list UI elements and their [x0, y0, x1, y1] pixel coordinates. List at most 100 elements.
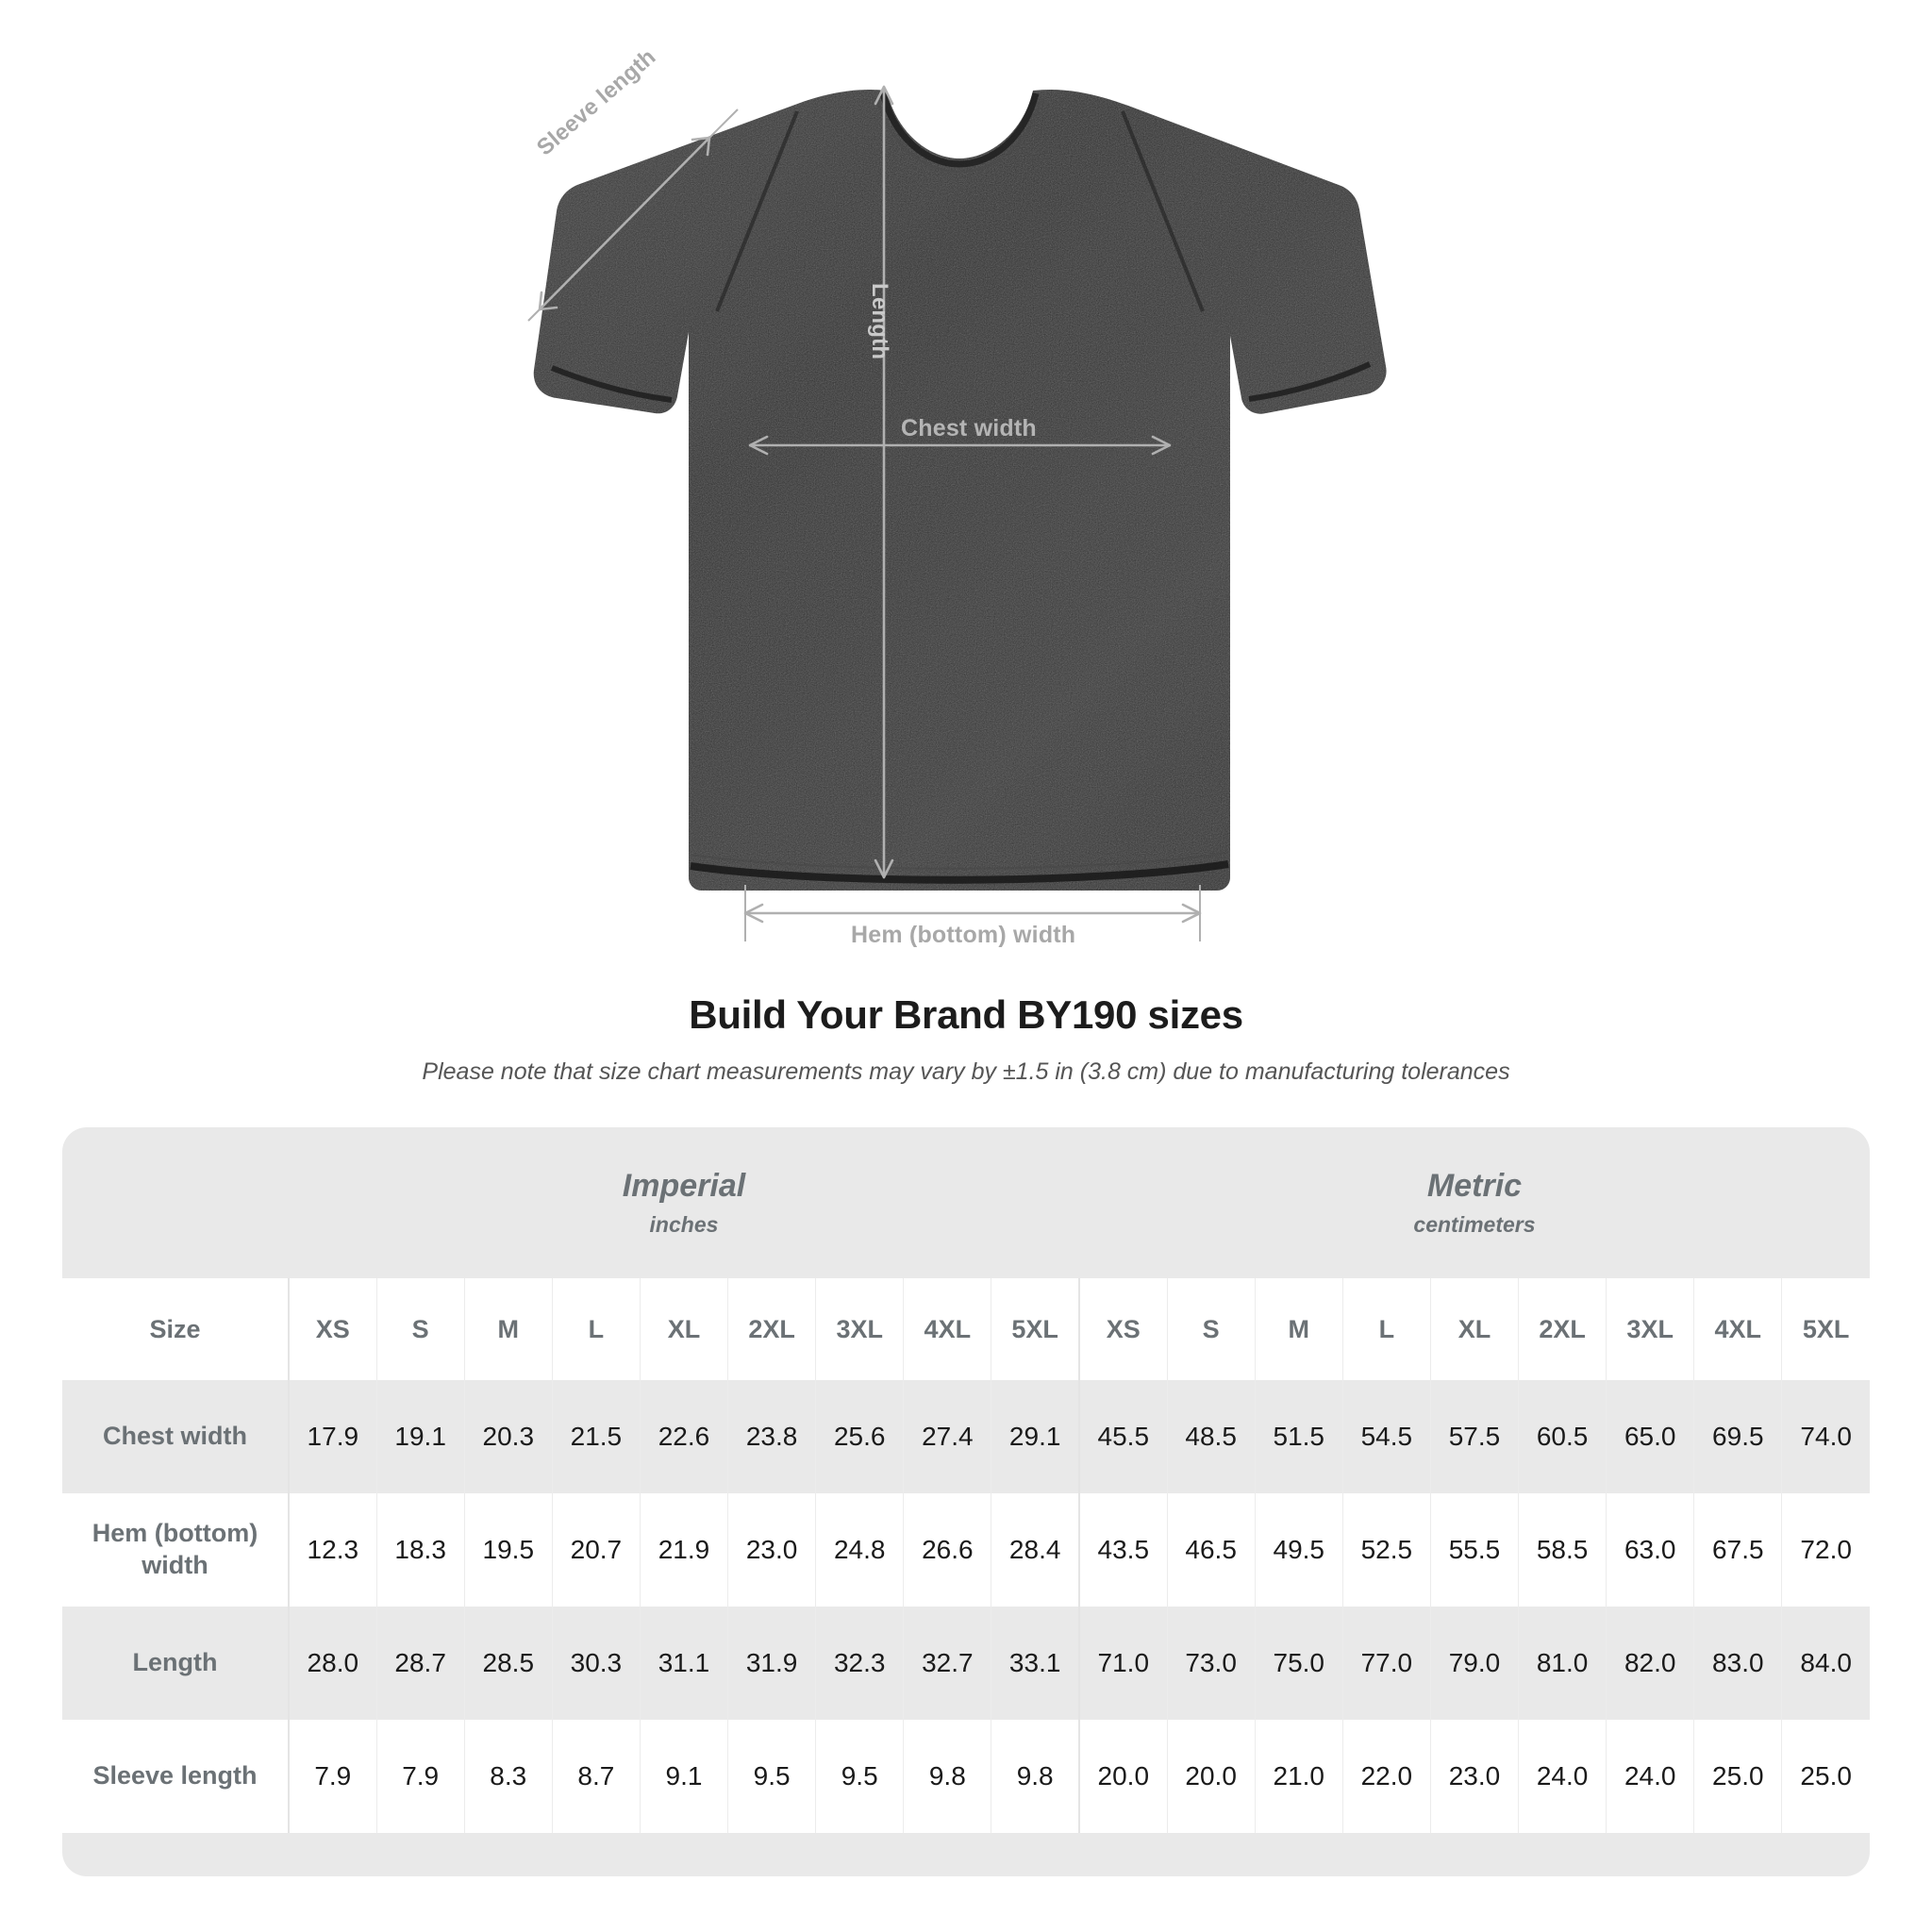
table-row: Chest width 17.9 19.1 20.3 21.5 22.6 23.…	[62, 1380, 1870, 1493]
cell-sleeve-metric-2xl: 24.0	[1518, 1720, 1607, 1833]
cell-sleeve-metric-3xl: 24.0	[1606, 1720, 1695, 1833]
cell-length-metric-s: 73.0	[1167, 1607, 1256, 1720]
cell-chest-imperial-s: 19.1	[376, 1380, 465, 1493]
cell-chest-metric-4xl: 69.5	[1693, 1380, 1783, 1493]
size-header-row: Size XS S M L XL 2XL 3XL 4XL 5XL XS S M …	[62, 1278, 1870, 1380]
measurement-guides	[527, 85, 1202, 941]
cell-length-metric-xs: 71.0	[1077, 1607, 1168, 1720]
cell-hem-metric-m: 49.5	[1255, 1493, 1343, 1607]
cell-hem-metric-xl: 55.5	[1430, 1493, 1520, 1607]
size-header-imperial-4xl: 4XL	[903, 1278, 992, 1380]
size-header-metric-l: L	[1342, 1278, 1431, 1380]
size-header-metric-m: M	[1255, 1278, 1343, 1380]
cell-hem-imperial-3xl: 24.8	[815, 1493, 905, 1607]
cell-length-metric-4xl: 83.0	[1693, 1607, 1783, 1720]
size-table-body: Chest width 17.9 19.1 20.3 21.5 22.6 23.…	[62, 1380, 1870, 1833]
cell-sleeve-metric-s: 20.0	[1167, 1720, 1256, 1833]
cell-chest-metric-5xl: 74.0	[1781, 1380, 1870, 1493]
cell-sleeve-imperial-xs: 7.9	[289, 1720, 377, 1833]
table-row: Length 28.0 28.7 28.5 30.3 31.1 31.9 32.…	[62, 1607, 1870, 1720]
cell-length-imperial-xs: 28.0	[289, 1607, 377, 1720]
page-title: Build Your Brand BY190 sizes	[689, 992, 1243, 1037]
sleeve-length-arrow	[539, 137, 710, 310]
cell-chest-imperial-xs: 17.9	[289, 1380, 377, 1493]
cell-chest-imperial-xl: 22.6	[640, 1380, 729, 1493]
cell-chest-metric-xs: 45.5	[1077, 1380, 1168, 1493]
unit-header-spacer	[62, 1127, 289, 1278]
cell-sleeve-imperial-4xl: 9.8	[903, 1720, 992, 1833]
cell-length-imperial-xl: 31.1	[640, 1607, 729, 1720]
size-header-imperial-2xl: 2XL	[727, 1278, 817, 1380]
cell-length-metric-5xl: 84.0	[1781, 1607, 1870, 1720]
size-header-metric-xs: XS	[1077, 1278, 1168, 1380]
length-label: Length	[867, 283, 892, 360]
cell-length-imperial-4xl: 32.7	[903, 1607, 992, 1720]
metric-sub: centimeters	[1413, 1212, 1536, 1238]
cell-chest-imperial-m: 20.3	[464, 1380, 553, 1493]
cell-hem-metric-5xl: 72.0	[1781, 1493, 1870, 1607]
chest-width-label: Chest width	[901, 415, 1037, 441]
cell-sleeve-imperial-s: 7.9	[376, 1720, 465, 1833]
cell-chest-metric-l: 54.5	[1342, 1380, 1431, 1493]
cell-sleeve-metric-4xl: 25.0	[1693, 1720, 1783, 1833]
cell-hem-imperial-xl: 21.9	[640, 1493, 729, 1607]
cell-hem-imperial-5xl: 28.4	[991, 1493, 1080, 1607]
size-header-metric-4xl: 4XL	[1693, 1278, 1783, 1380]
cell-length-imperial-2xl: 31.9	[727, 1607, 817, 1720]
tshirt-diagram	[527, 85, 1387, 941]
cell-sleeve-imperial-2xl: 9.5	[727, 1720, 817, 1833]
cell-sleeve-metric-l: 22.0	[1342, 1720, 1431, 1833]
garment-illustration: Sleeve length Length Chest width Hem (bo…	[527, 44, 1387, 948]
cell-chest-imperial-5xl: 29.1	[991, 1380, 1080, 1493]
imperial-sub: inches	[649, 1212, 719, 1238]
table-row: Sleeve length 7.9 7.9 8.3 8.7 9.1 9.5 9.…	[62, 1720, 1870, 1833]
size-header-imperial-xs: XS	[289, 1278, 377, 1380]
cell-sleeve-imperial-xl: 9.1	[640, 1720, 729, 1833]
size-header-metric-3xl: 3XL	[1606, 1278, 1695, 1380]
cell-sleeve-metric-5xl: 25.0	[1781, 1720, 1870, 1833]
title-block: Build Your Brand BY190 sizes Please note…	[0, 981, 1932, 1086]
cell-sleeve-imperial-m: 8.3	[464, 1720, 553, 1833]
cell-hem-metric-2xl: 58.5	[1518, 1493, 1607, 1607]
cell-length-metric-3xl: 82.0	[1606, 1607, 1695, 1720]
cell-hem-metric-l: 52.5	[1342, 1493, 1431, 1607]
cell-length-metric-xl: 79.0	[1430, 1607, 1520, 1720]
cell-hem-imperial-4xl: 26.6	[903, 1493, 992, 1607]
size-table: Imperial inches Metric centimeters Size …	[62, 1127, 1870, 1833]
cell-sleeve-metric-m: 21.0	[1255, 1720, 1343, 1833]
cell-chest-imperial-4xl: 27.4	[903, 1380, 992, 1493]
cell-sleeve-imperial-l: 8.7	[552, 1720, 641, 1833]
row-label-sleeve-length: Sleeve length	[62, 1720, 290, 1833]
cell-length-imperial-s: 28.7	[376, 1607, 465, 1720]
cell-hem-imperial-s: 18.3	[376, 1493, 465, 1607]
cell-hem-imperial-xs: 12.3	[289, 1493, 377, 1607]
cell-chest-imperial-3xl: 25.6	[815, 1380, 905, 1493]
size-header-metric-xl: XL	[1430, 1278, 1520, 1380]
size-header-imperial-3xl: 3XL	[815, 1278, 905, 1380]
cell-hem-metric-3xl: 63.0	[1606, 1493, 1695, 1607]
size-header-metric-s: S	[1167, 1278, 1256, 1380]
cell-chest-metric-s: 48.5	[1167, 1380, 1256, 1493]
size-table-wrapper: Imperial inches Metric centimeters Size …	[62, 1127, 1870, 1833]
size-header-metric-5xl: 5XL	[1781, 1278, 1870, 1380]
cell-hem-imperial-m: 19.5	[464, 1493, 553, 1607]
metric-header: Metric centimeters	[1078, 1127, 1870, 1278]
cell-chest-metric-xl: 57.5	[1430, 1380, 1520, 1493]
metric-name: Metric	[1426, 1167, 1523, 1204]
cell-chest-imperial-2xl: 23.8	[727, 1380, 817, 1493]
row-label-hem-width: Hem (bottom) width	[62, 1493, 290, 1607]
cell-hem-imperial-l: 20.7	[552, 1493, 641, 1607]
cell-length-imperial-3xl: 32.3	[815, 1607, 905, 1720]
tshirt-shape	[533, 89, 1387, 891]
cell-length-metric-2xl: 81.0	[1518, 1607, 1607, 1720]
size-header-imperial-5xl: 5XL	[991, 1278, 1080, 1380]
size-header-imperial-m: M	[464, 1278, 553, 1380]
cell-hem-imperial-2xl: 23.0	[727, 1493, 817, 1607]
size-header-imperial-l: L	[552, 1278, 641, 1380]
cell-hem-metric-xs: 43.5	[1077, 1493, 1168, 1607]
cell-hem-metric-s: 46.5	[1167, 1493, 1256, 1607]
size-header-imperial-xl: XL	[640, 1278, 729, 1380]
table-row: Hem (bottom) width 12.3 18.3 19.5 20.7 2…	[62, 1493, 1870, 1607]
cell-chest-metric-3xl: 65.0	[1606, 1380, 1695, 1493]
